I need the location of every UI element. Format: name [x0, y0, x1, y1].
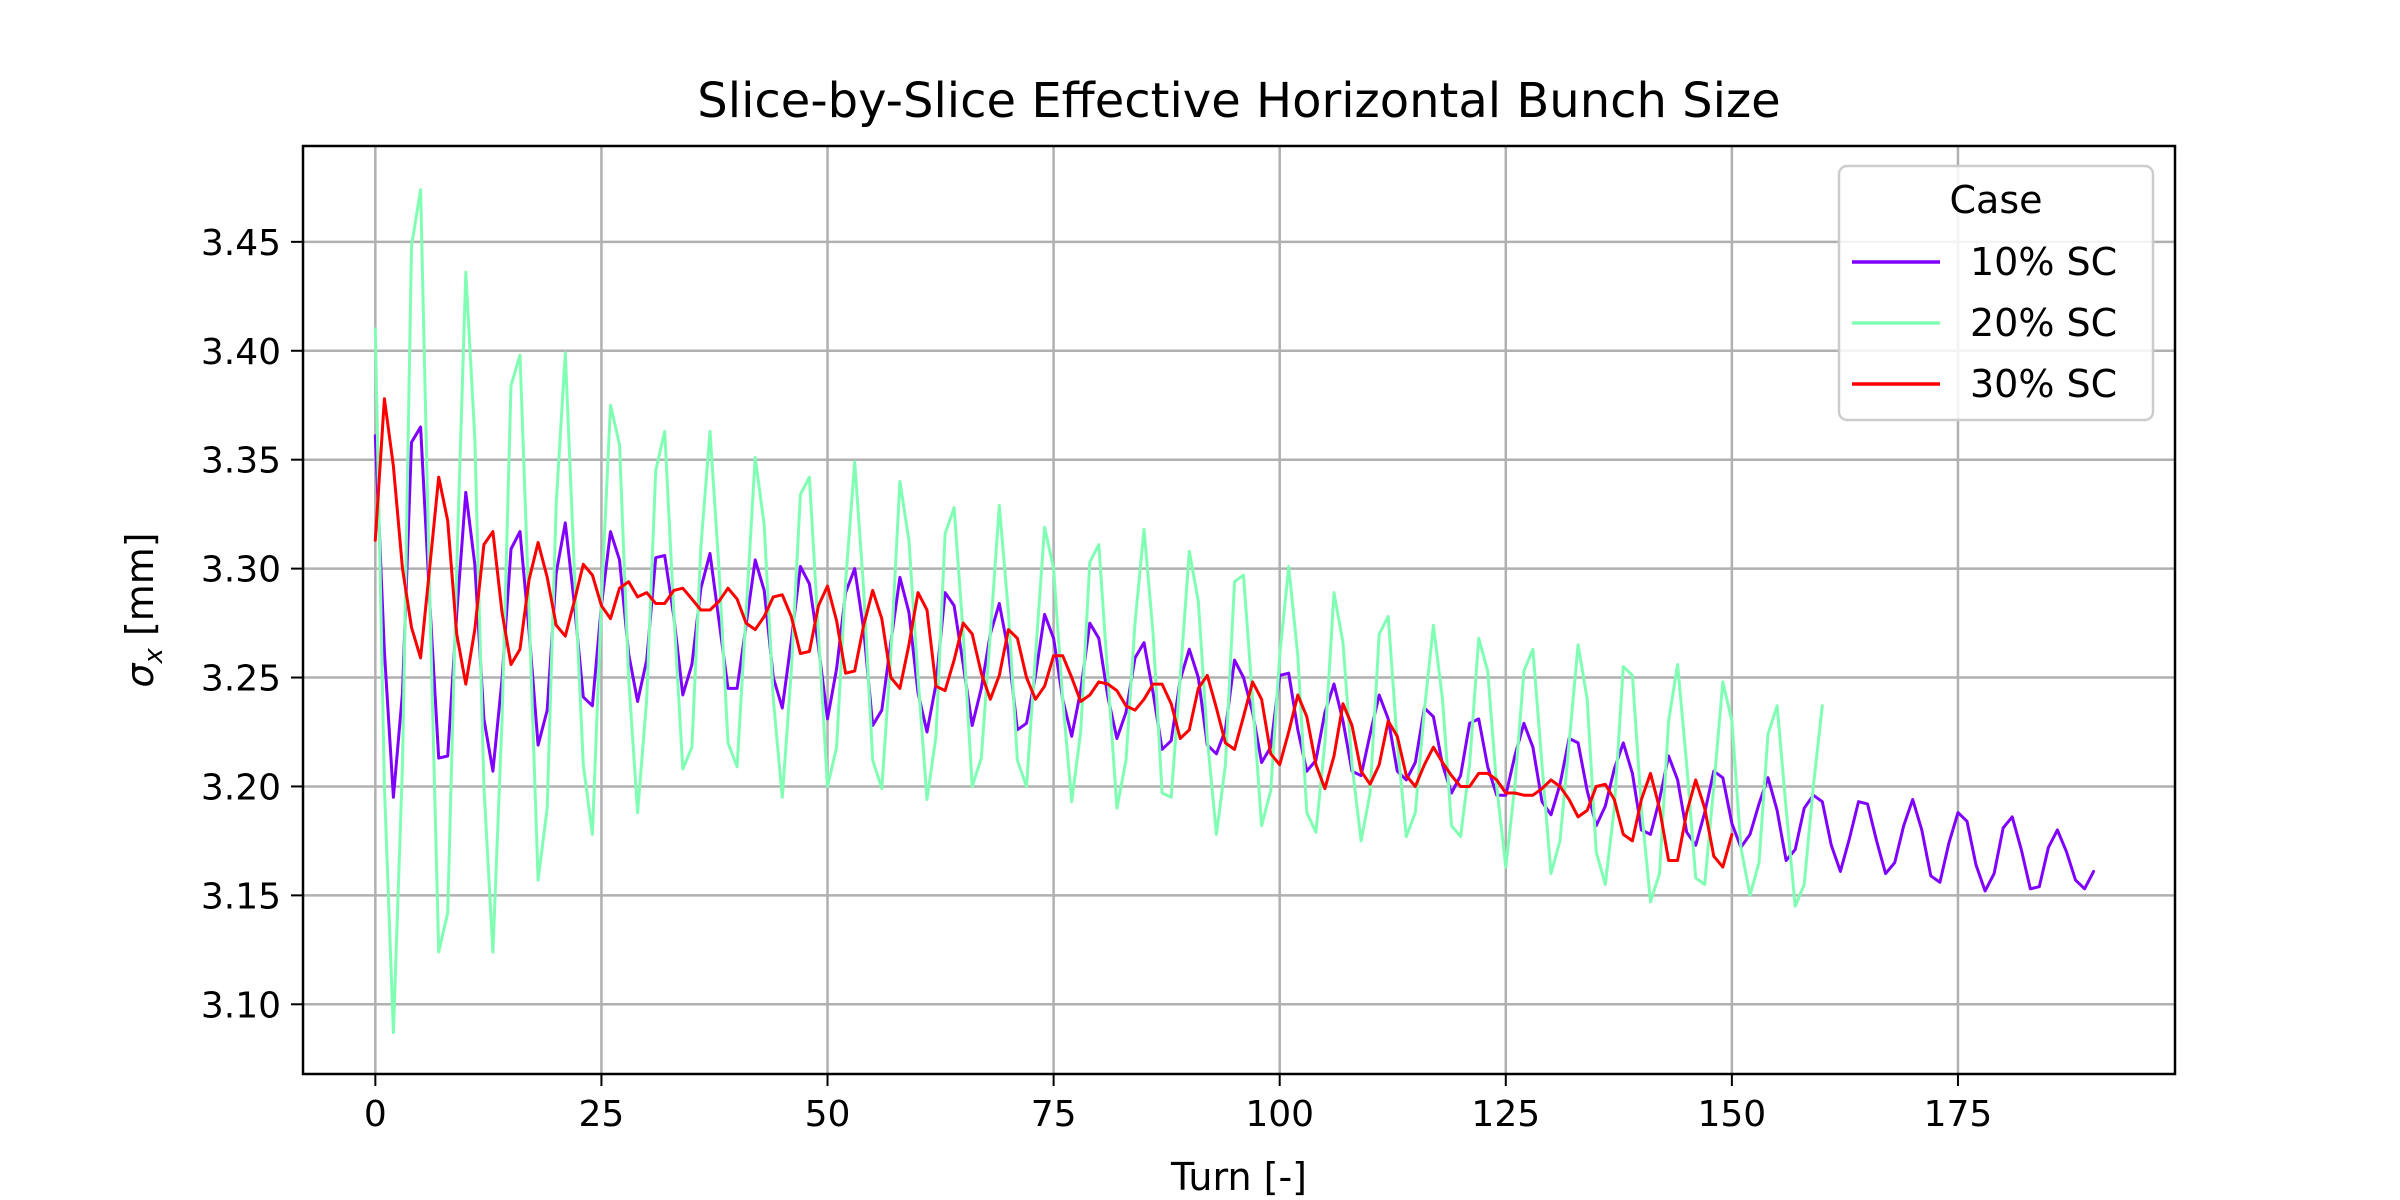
- x-tick-label: 125: [1471, 1094, 1540, 1135]
- x-tick-label: 150: [1698, 1094, 1767, 1135]
- legend: Case 10% SC 20% SC 30% SC: [1837, 164, 2155, 422]
- svg-text:σx [mm]: σx [mm]: [118, 532, 169, 687]
- y-axis-label-symbol: σ: [118, 662, 162, 688]
- x-tick-label: 100: [1245, 1094, 1314, 1135]
- x-tick-label: 25: [579, 1094, 625, 1135]
- y-tick-label: 3.25: [201, 659, 281, 700]
- y-tick-label: 3.30: [201, 550, 281, 591]
- y-tick-label: 3.40: [201, 332, 281, 373]
- series-line-1: [373, 425, 2096, 893]
- legend-box: [1837, 164, 2155, 422]
- plot-frame: [301, 144, 2177, 1076]
- y-axis-label-subscript: x: [139, 648, 169, 665]
- x-tick-label: 0: [364, 1094, 387, 1135]
- x-axis-label: Turn [-]: [1170, 1155, 1307, 1199]
- legend-entries: 10% SC 20% SC 30% SC: [1852, 240, 2117, 406]
- y-tick-label: 3.20: [201, 767, 281, 808]
- y-tick-label: 3.10: [201, 985, 281, 1026]
- x-tick-label: 50: [805, 1094, 851, 1135]
- series-line-3: [373, 397, 1734, 869]
- axis-ticks: 0 25 50 75 100 125 150 175 3.10 3.15 3.20 3.25 3.30 3…: [201, 223, 1992, 1135]
- y-tick-label: 3.35: [201, 441, 281, 482]
- legend-title: Case: [1950, 178, 2043, 222]
- y-axis-label: σx [mm]: [118, 532, 169, 687]
- x-tick-label: 175: [1924, 1094, 1993, 1135]
- y-tick-label: 3.15: [201, 876, 281, 917]
- y-axis-label-unit: [mm]: [118, 532, 162, 648]
- x-tick-label: 75: [1031, 1094, 1077, 1135]
- legend-label: 10% SC: [1970, 240, 2117, 284]
- series-line-2: [373, 188, 1824, 1035]
- y-tick-label: 3.45: [201, 223, 281, 264]
- legend-label: 20% SC: [1970, 301, 2117, 345]
- chart-title: Slice-by-Slice Effective Horizontal Bunc…: [697, 73, 1780, 129]
- legend-label: 30% SC: [1970, 362, 2117, 406]
- series-lines: [373, 188, 2096, 1035]
